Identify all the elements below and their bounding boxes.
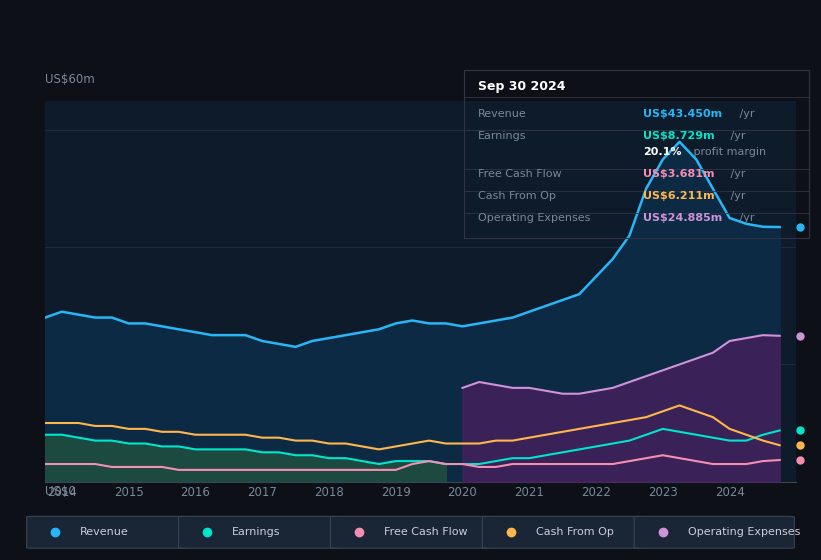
Text: Operating Expenses: Operating Expenses: [688, 527, 800, 537]
Text: Cash From Op: Cash From Op: [536, 527, 613, 537]
FancyBboxPatch shape: [635, 516, 794, 548]
Text: Cash From Op: Cash From Op: [478, 191, 556, 201]
Text: /yr: /yr: [727, 169, 745, 179]
Text: Operating Expenses: Operating Expenses: [478, 213, 590, 223]
Text: Revenue: Revenue: [478, 109, 526, 119]
Text: US$60m: US$60m: [45, 73, 95, 86]
Text: Free Cash Flow: Free Cash Flow: [478, 169, 562, 179]
Text: 20.1%: 20.1%: [643, 147, 681, 157]
Text: profit margin: profit margin: [690, 147, 766, 157]
Text: Revenue: Revenue: [80, 527, 129, 537]
Text: /yr: /yr: [736, 213, 754, 223]
FancyBboxPatch shape: [26, 516, 186, 548]
Text: Earnings: Earnings: [478, 130, 526, 141]
Text: /yr: /yr: [727, 130, 745, 141]
Text: US$24.885m: US$24.885m: [643, 213, 722, 223]
Text: US$8.729m: US$8.729m: [643, 130, 715, 141]
FancyBboxPatch shape: [178, 516, 338, 548]
Text: Earnings: Earnings: [232, 527, 281, 537]
Text: /yr: /yr: [736, 109, 754, 119]
Text: /yr: /yr: [727, 191, 745, 201]
Text: Free Cash Flow: Free Cash Flow: [384, 527, 467, 537]
Text: US$3.681m: US$3.681m: [643, 169, 714, 179]
FancyBboxPatch shape: [330, 516, 491, 548]
Text: US$0: US$0: [45, 486, 76, 498]
Text: US$43.450m: US$43.450m: [643, 109, 722, 119]
Text: Sep 30 2024: Sep 30 2024: [478, 80, 565, 93]
Text: US$6.211m: US$6.211m: [643, 191, 715, 201]
FancyBboxPatch shape: [482, 516, 642, 548]
